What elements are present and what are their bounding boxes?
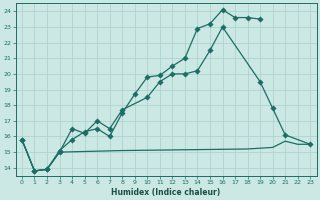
- X-axis label: Humidex (Indice chaleur): Humidex (Indice chaleur): [111, 188, 221, 197]
